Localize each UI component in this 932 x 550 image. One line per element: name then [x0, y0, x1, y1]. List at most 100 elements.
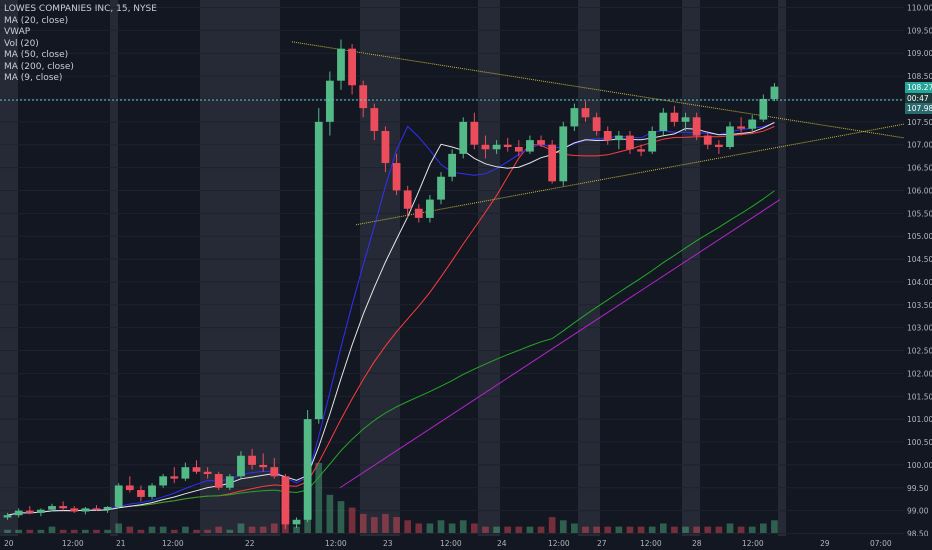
x-tick-label: 12:00: [640, 539, 662, 548]
volume-bars: [4, 463, 778, 533]
volume-bar: [615, 526, 623, 533]
volume-bar: [82, 529, 89, 533]
y-tick-label: 107.00: [907, 141, 932, 150]
session-band-7: [778, 0, 786, 536]
volume-bar: [104, 529, 111, 533]
y-tick-label: 103.50: [907, 301, 932, 310]
y-tick-label: 109.00: [907, 49, 932, 58]
moving-averages: [7, 122, 775, 516]
y-tick-label: 105.50: [907, 209, 932, 218]
volume-bar: [682, 526, 689, 533]
x-tick-label: 12:00: [162, 539, 184, 548]
volume-bar: [704, 526, 712, 533]
candle-body: [248, 455, 256, 465]
y-tick-label: 106.00: [907, 186, 932, 195]
candle-body: [503, 144, 512, 148]
volume-bar: [204, 529, 211, 533]
x-tick-label: 12:00: [325, 539, 347, 548]
volume-bar: [604, 526, 612, 533]
x-tick-label: 07:00: [870, 539, 892, 548]
candle-body: [770, 86, 779, 99]
volume-bar: [404, 520, 412, 533]
x-tick-label: 22: [245, 539, 255, 548]
volume-bar: [93, 529, 100, 533]
candle-body: [448, 153, 457, 177]
candle-body: [670, 112, 679, 122]
candle-body: [181, 467, 190, 479]
candle-body: [426, 199, 434, 218]
countdown-label: 00:47: [907, 94, 929, 103]
x-tick-label: 12:00: [440, 539, 462, 548]
legend-volume[interactable]: Vol (20): [4, 38, 39, 49]
volume-bar: [715, 526, 723, 533]
volume-bar: [559, 520, 567, 533]
volume-bar: [48, 526, 56, 533]
y-tick-label: 110.00: [907, 4, 932, 13]
candle-body: [626, 135, 634, 150]
candle-body: [225, 476, 234, 488]
candle-body: [714, 144, 723, 148]
candle-body: [548, 144, 557, 182]
volume-bar: [637, 526, 645, 533]
candle-body: [292, 519, 301, 525]
y-tick-label: 107.50: [907, 118, 932, 127]
y-tick-label: 106.50: [907, 164, 932, 173]
candle-body: [370, 108, 379, 131]
candle-body: [603, 130, 612, 141]
candle-body: [703, 135, 712, 145]
candle-body: [726, 126, 734, 148]
volume-bar: [159, 526, 167, 533]
volume-bar: [315, 463, 323, 533]
volume-bar: [148, 526, 156, 533]
candle-body: [514, 147, 523, 152]
candle-body: [114, 485, 123, 507]
candle-body: [59, 506, 68, 509]
volume-bar: [771, 520, 778, 533]
candle-body: [737, 126, 745, 129]
ascending-trendline: [355, 123, 905, 226]
candle-body: [481, 144, 490, 150]
volume-bar: [37, 529, 45, 533]
y-tick-label: 103.00: [907, 324, 932, 333]
volume-bar: [693, 526, 700, 533]
session-band-3: [360, 0, 400, 536]
volume-bar: [548, 517, 556, 533]
candle-body: [37, 509, 45, 513]
candle-body: [359, 85, 368, 109]
legend-vwap[interactable]: VWAP: [4, 27, 31, 37]
candle-body: [614, 135, 623, 141]
y-tick-label: 102.00: [907, 369, 932, 378]
second-price-label: 107.98: [907, 104, 932, 113]
volume-bar: [126, 526, 134, 533]
candle-body: [759, 98, 768, 120]
candle-body: [192, 467, 201, 472]
volume-bar: [359, 513, 367, 533]
y-tick-label: 101.50: [907, 392, 932, 401]
volume-bar: [671, 526, 678, 533]
candle-body: [170, 476, 179, 479]
countdown-badge: [905, 93, 932, 103]
candle-body: [159, 476, 168, 486]
volume-bar: [648, 526, 656, 533]
legend-ma50[interactable]: MA (50, close): [4, 50, 69, 60]
y-tick-label: 100.50: [907, 438, 932, 447]
volume-bar: [748, 526, 756, 533]
legend-ma200[interactable]: MA (200, close): [4, 61, 74, 72]
legend-ma9[interactable]: MA (9, close): [4, 73, 63, 83]
descending-trendline: [291, 41, 905, 139]
candle-body: [81, 508, 90, 512]
volume-bar: [182, 526, 189, 533]
volume-bar: [504, 526, 512, 533]
candle-body: [14, 510, 23, 516]
volume-bar: [15, 529, 23, 533]
session-band-6: [682, 0, 700, 536]
candle-body: [692, 117, 701, 136]
candle-body: [414, 208, 423, 218]
volume-bar: [582, 526, 589, 533]
volume-bar: [248, 526, 256, 533]
session-band-5: [578, 0, 600, 536]
legend-ma20[interactable]: MA (20, close): [4, 15, 69, 26]
volume-bar: [415, 523, 423, 533]
y-tick-label: 109.50: [907, 26, 932, 35]
